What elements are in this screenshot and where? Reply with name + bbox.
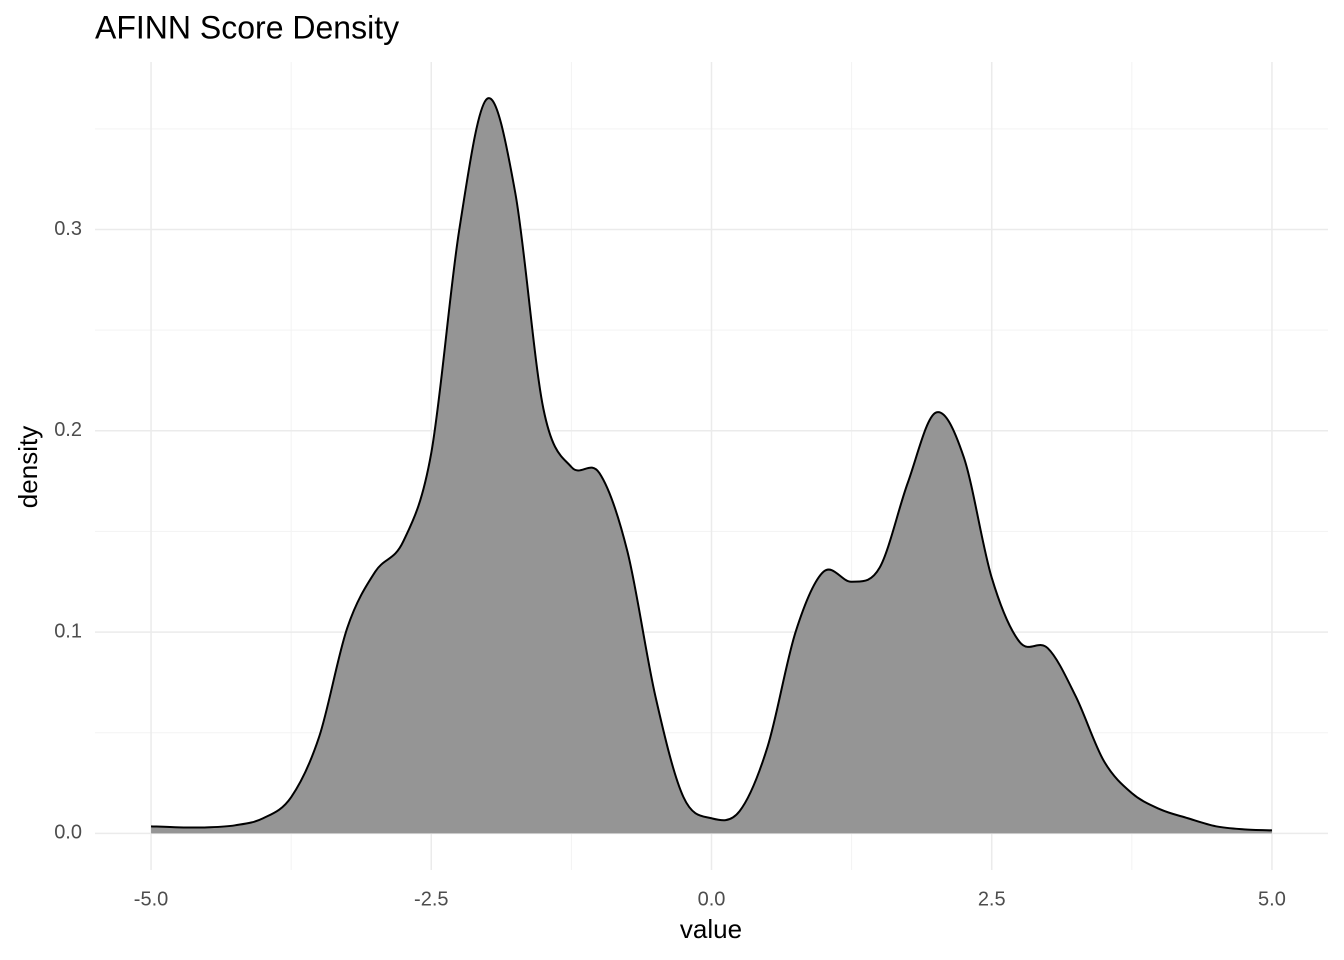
density-line [151, 97, 1272, 832]
density-area [151, 98, 1272, 834]
y-tick-label: 0.2 [54, 419, 82, 441]
y-tick-label: 0.3 [54, 218, 82, 240]
y-tick-label: 0.0 [54, 822, 82, 844]
x-axis-title: value [680, 914, 742, 944]
chart-title: AFINN Score Density [95, 9, 399, 45]
x-tick-label: -5.0 [134, 888, 168, 910]
x-tick-label: 2.5 [978, 888, 1006, 910]
x-tick-label: 0.0 [698, 888, 726, 910]
x-tick-label: 5.0 [1258, 888, 1286, 910]
x-tick-label: -2.5 [414, 888, 448, 910]
y-tick-label: 0.1 [54, 620, 82, 642]
y-axis-title: density [13, 426, 43, 508]
